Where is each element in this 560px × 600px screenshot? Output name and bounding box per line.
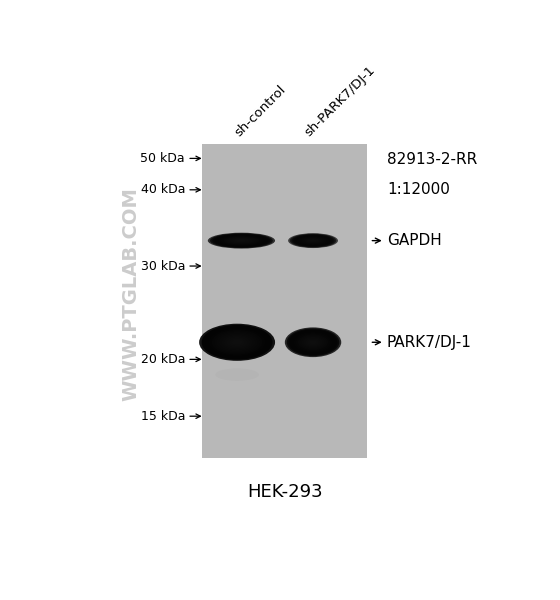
Text: WWW.PTGLAB.COM: WWW.PTGLAB.COM (122, 187, 140, 401)
Ellipse shape (301, 237, 325, 244)
Ellipse shape (311, 341, 315, 343)
Ellipse shape (293, 235, 333, 247)
Ellipse shape (311, 240, 315, 241)
Ellipse shape (227, 337, 247, 347)
Ellipse shape (304, 337, 323, 347)
Ellipse shape (303, 238, 323, 244)
Ellipse shape (228, 238, 255, 244)
Ellipse shape (239, 240, 244, 241)
Text: sh-control: sh-control (232, 83, 288, 139)
Ellipse shape (214, 234, 268, 247)
Text: 30 kDa: 30 kDa (141, 260, 185, 272)
Ellipse shape (209, 329, 265, 356)
Text: 1:12000: 1:12000 (387, 182, 450, 197)
Ellipse shape (230, 338, 245, 346)
Text: 40 kDa: 40 kDa (141, 184, 185, 196)
Ellipse shape (212, 234, 270, 247)
Ellipse shape (208, 233, 275, 248)
Ellipse shape (230, 238, 253, 243)
Ellipse shape (294, 332, 332, 352)
Ellipse shape (307, 339, 319, 345)
Ellipse shape (295, 235, 332, 246)
Ellipse shape (220, 334, 255, 351)
Ellipse shape (288, 329, 338, 355)
Text: 50 kDa: 50 kDa (141, 152, 185, 165)
Ellipse shape (217, 235, 266, 247)
Ellipse shape (292, 331, 334, 353)
Ellipse shape (217, 332, 258, 352)
Ellipse shape (216, 368, 259, 381)
Ellipse shape (288, 233, 338, 248)
Ellipse shape (204, 326, 270, 358)
Ellipse shape (214, 331, 260, 353)
Text: 20 kDa: 20 kDa (141, 353, 185, 366)
Ellipse shape (219, 235, 264, 246)
Ellipse shape (302, 337, 324, 348)
Ellipse shape (308, 239, 318, 242)
Ellipse shape (222, 335, 252, 350)
Ellipse shape (291, 331, 335, 354)
Ellipse shape (237, 239, 246, 242)
Ellipse shape (296, 236, 330, 245)
Ellipse shape (287, 328, 339, 356)
Ellipse shape (285, 328, 341, 357)
Ellipse shape (223, 236, 259, 245)
Ellipse shape (300, 236, 326, 245)
Ellipse shape (300, 335, 326, 349)
Ellipse shape (199, 324, 275, 361)
Text: sh-PARK7/DJ-1: sh-PARK7/DJ-1 (302, 64, 377, 139)
Text: PARK7/DJ-1: PARK7/DJ-1 (387, 335, 472, 350)
Text: HEK-293: HEK-293 (247, 483, 323, 501)
Ellipse shape (232, 340, 242, 345)
Ellipse shape (309, 340, 317, 344)
Ellipse shape (310, 239, 316, 242)
Ellipse shape (210, 233, 273, 248)
Text: 82913-2-RR: 82913-2-RR (387, 152, 477, 167)
Ellipse shape (232, 239, 250, 243)
Ellipse shape (298, 236, 328, 245)
Bar (202, 143, 367, 458)
Ellipse shape (298, 334, 328, 350)
Ellipse shape (226, 237, 257, 244)
Ellipse shape (306, 338, 320, 346)
Text: GAPDH: GAPDH (387, 233, 442, 248)
Ellipse shape (305, 238, 321, 243)
Ellipse shape (296, 334, 330, 351)
Ellipse shape (290, 233, 337, 248)
Ellipse shape (235, 341, 240, 344)
Ellipse shape (306, 239, 320, 242)
Ellipse shape (221, 236, 262, 245)
Ellipse shape (225, 336, 250, 349)
Ellipse shape (202, 325, 273, 359)
Ellipse shape (235, 239, 248, 242)
Ellipse shape (212, 330, 263, 355)
Ellipse shape (291, 234, 335, 247)
Text: 15 kDa: 15 kDa (141, 410, 185, 422)
Ellipse shape (207, 328, 268, 357)
